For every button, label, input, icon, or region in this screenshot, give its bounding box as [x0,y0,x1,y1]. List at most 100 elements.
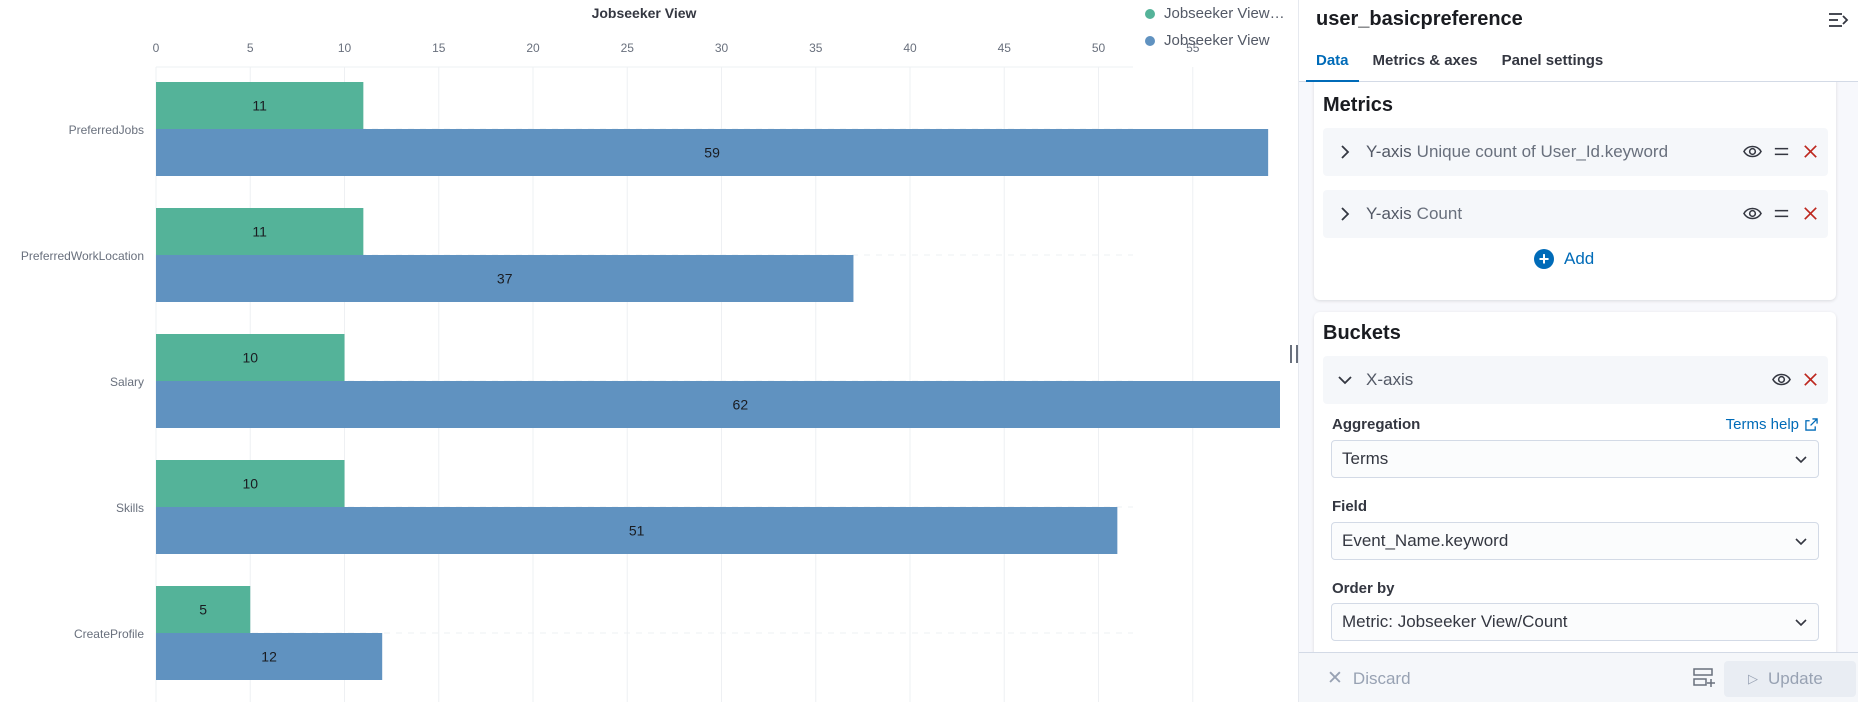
bar [156,82,364,129]
metric-description: Unique count of User_Id.keyword [1416,142,1669,161]
x-tick-label: 5 [247,41,254,55]
editor-header: user_basicpreference Data Metrics & axes… [1299,0,1858,82]
bar-value-label: 37 [497,271,513,287]
bar-value-label: 11 [252,224,267,240]
eye-icon[interactable] [1743,204,1762,223]
tab-data[interactable]: Data [1306,46,1359,82]
metrics-heading: Metrics [1323,94,1394,116]
legend-item-series-2[interactable]: Jobseeker View [1145,27,1295,54]
x-tick-label: 10 [338,41,352,55]
x-tick-label: 15 [432,41,446,55]
bar-value-label: 5 [199,602,207,618]
metric-actions [1733,142,1820,161]
y-tick-label: CreateProfile [74,627,144,641]
editor-footer: ✕ Discard ▷ Update [1299,652,1858,702]
legend-dot-icon [1145,35,1155,46]
y-tick-label: Skills [116,501,144,515]
chart-legend: Jobseeker View… Jobseeker View [1145,0,1295,54]
add-metric-button[interactable]: + Add [1534,249,1594,269]
bar-value-label: 51 [629,523,645,539]
bar [156,208,364,255]
x-tick-label: 20 [526,41,540,55]
index-pattern-title: user_basicpreference [1316,8,1523,30]
remove-icon[interactable] [1801,204,1820,223]
chevron-right-icon[interactable] [1338,145,1352,159]
update-button[interactable]: ▷ Update [1724,661,1856,697]
discard-button[interactable]: ✕ Discard [1327,667,1411,690]
plus-circle-icon: + [1534,249,1554,269]
chevron-down-icon [1795,619,1807,627]
bar-value-label: 62 [733,397,749,413]
bar [156,381,1280,428]
metrics-card: Metrics Y-axis Unique count of User_Id.k… [1314,82,1836,300]
terms-help-link[interactable]: Terms help [1726,416,1818,433]
drag-handle-icon[interactable] [1772,142,1791,161]
y-tick-label: PreferredWorkLocation [21,249,144,263]
x-tick-label: 50 [1092,41,1106,55]
y-tick-label: PreferredJobs [69,123,144,137]
update-label: Update [1768,669,1823,688]
order-by-select[interactable]: Metric: Jobseeker View/Count [1331,603,1819,641]
metric-axis-label: Y-axis [1366,142,1412,161]
bar [156,129,1269,176]
bar-value-label: 10 [242,350,258,366]
add-label: Add [1564,249,1595,268]
drag-handle-icon[interactable] [1772,204,1791,223]
tab-metrics-axes[interactable]: Metrics & axes [1372,52,1478,69]
play-icon: ▷ [1748,671,1758,686]
bar [156,507,1118,554]
editor-scroll-area[interactable]: Metrics Y-axis Unique count of User_Id.k… [1299,82,1858,652]
x-tick-label: 35 [809,41,823,55]
panel-resize-handle[interactable] [1290,345,1298,363]
bucket-row-x-axis[interactable]: X-axis [1323,356,1828,404]
bar-value-label: 10 [242,476,258,492]
eye-icon[interactable] [1743,142,1762,161]
aggregation-label: Aggregation [1332,416,1421,433]
x-tick-label: 45 [998,41,1012,55]
visualization-editor-panel: user_basicpreference Data Metrics & axes… [1298,0,1858,702]
chevron-down-icon[interactable] [1338,373,1352,387]
external-link-icon [1805,418,1818,431]
x-tick-label: 40 [903,41,917,55]
field-label: Field [1332,498,1368,515]
collapse-sidebar-icon[interactable] [1828,10,1850,30]
metric-actions [1733,204,1820,223]
y-tick-label: Salary [110,375,144,389]
legend-dot-icon [1145,8,1155,19]
aggregation-select[interactable]: Terms [1331,440,1819,478]
auto-apply-toggle-icon[interactable] [1692,666,1716,688]
chart-area: Jobseeker View051015202530354045505560Pr… [20,5,1285,702]
bar [156,633,383,680]
editor-tabs: Data Metrics & axes Panel settings [1306,46,1617,82]
bar-value-label: 12 [261,649,277,665]
legend-item-series-1[interactable]: Jobseeker View… [1145,0,1295,27]
x-tick-label: 30 [715,41,729,55]
metric-row-count[interactable]: Y-axis Count [1323,190,1828,238]
chevron-down-icon [1795,538,1807,546]
bucket-axis-label: X-axis [1366,370,1414,389]
bar [156,334,345,381]
aggregation-value: Terms [1342,449,1389,468]
legend-label: Jobseeker View [1164,32,1270,49]
x-tick-label: 25 [621,41,635,55]
bar-chart: Jobseeker View051015202530354045505560Pr… [21,5,1280,702]
close-icon: ✕ [1327,668,1343,689]
metric-row-unique-count[interactable]: Y-axis Unique count of User_Id.keyword [1323,128,1828,176]
bar [156,586,251,633]
discard-label: Discard [1352,668,1411,688]
bar-value-label: 11 [252,98,267,114]
chevron-down-icon [1795,456,1807,464]
metric-axis-label: Y-axis [1366,204,1412,223]
bucket-actions [1762,370,1820,389]
chevron-right-icon[interactable] [1338,207,1352,221]
field-select[interactable]: Event_Name.keyword [1331,522,1819,560]
remove-icon[interactable] [1801,142,1820,161]
buckets-card: Buckets X-axis Aggregation Terms help Te… [1314,312,1836,652]
remove-icon[interactable] [1801,370,1820,389]
legend-label: Jobseeker View… [1164,5,1285,22]
tab-panel-settings[interactable]: Panel settings [1501,52,1604,69]
eye-icon[interactable] [1772,370,1791,389]
bar [156,255,854,302]
field-value: Event_Name.keyword [1342,531,1509,550]
x-tick-label: 55 [1186,41,1200,55]
